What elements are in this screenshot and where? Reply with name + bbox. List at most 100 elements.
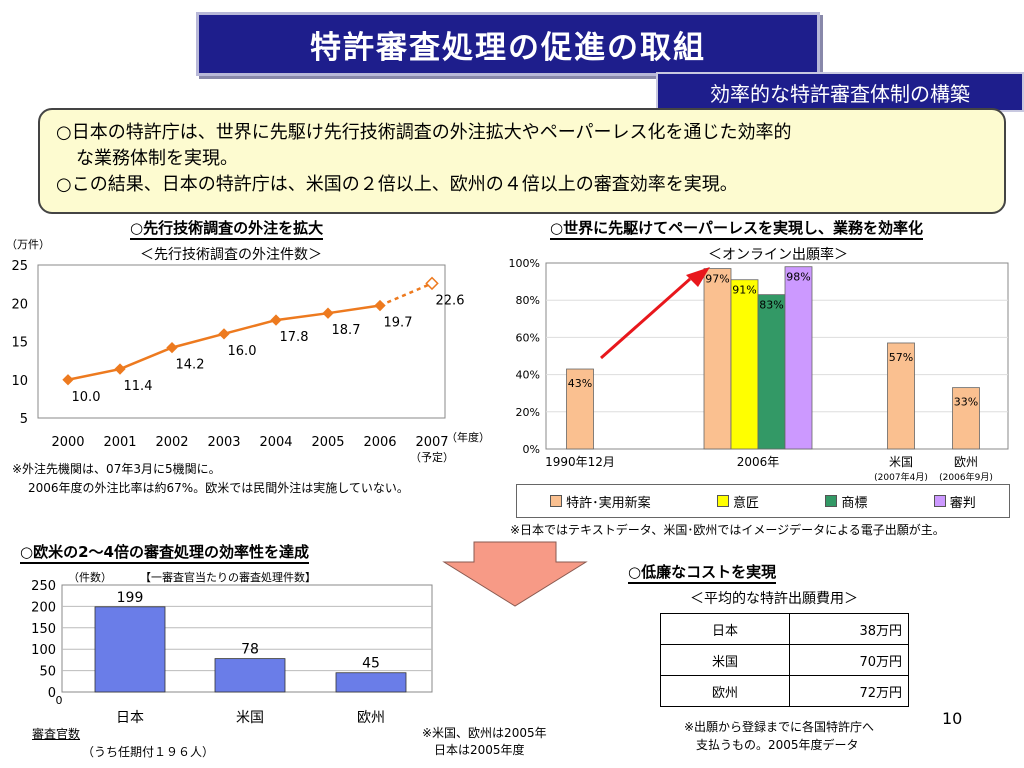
- legend-item: 審判: [933, 492, 976, 511]
- y-tick-label: 15: [11, 336, 28, 351]
- bar: [952, 387, 980, 450]
- title-banner: 特許審査処理の促進の取組: [196, 12, 820, 76]
- data-point: [270, 314, 282, 326]
- table-row: 欧州 72万円: [660, 675, 909, 707]
- data-label: 17.8: [280, 330, 309, 345]
- subtitle-banner: 効率的な特許審査体制の構築: [656, 72, 1024, 112]
- bar-value-label: 98%: [786, 271, 810, 284]
- x-category-sublabel: (2007年4月): [874, 471, 928, 483]
- bar-value-label: 91%: [732, 284, 756, 297]
- x-category-label: 米国: [889, 455, 913, 469]
- y-tick-label: 60%: [516, 331, 540, 344]
- summary-box: ○日本の特許庁は、世界に先駆け先行技術調査の外注拡大やペーパーレス化を通じた効率…: [38, 108, 1006, 214]
- data-label: 22.6: [436, 293, 465, 308]
- outsourcing-line-chart: 5 10 15 20 25 2000 2001 2002 2003 2004 2005 2006 200…: [11, 259, 490, 464]
- trend-arrow-head: [686, 267, 710, 287]
- bar: [757, 294, 786, 450]
- zero-label: 0: [56, 694, 63, 707]
- examiners-label: 審査官数: [32, 727, 81, 741]
- y-tick-label: 200: [31, 600, 56, 615]
- data-label: 18.7: [332, 323, 361, 338]
- cost-table-wrapper: 日本 38万円 米国 70万円 欧州 72万円: [660, 613, 909, 707]
- summary-line-1: ○日本の特許庁は、世界に先駆け先行技術調査の外注拡大やペーパーレス化を通じた効率…: [56, 122, 792, 143]
- bar-value-label: 45: [362, 656, 380, 672]
- bar: [566, 368, 594, 450]
- table-cell-country: 欧州: [660, 675, 790, 707]
- trend-arrow-line: [600, 277, 691, 360]
- y-tick-label: 50: [39, 665, 56, 680]
- bar-value-label: 97%: [705, 273, 729, 286]
- y-tick-label: 5: [20, 412, 28, 427]
- table-row: 日本 38万円: [660, 613, 909, 645]
- x-category-label: 1990年12月: [545, 455, 615, 469]
- x-category-label: 欧州: [954, 455, 978, 469]
- page-title: 特許審査処理の促進の取組: [310, 29, 706, 66]
- efficiency-note-1: ※米国、欧州は2005年: [422, 726, 547, 740]
- examiners-sub: （うち任期付１９６人）: [82, 745, 215, 759]
- page-subtitle: 効率的な特許審査体制の構築: [710, 81, 970, 106]
- y-tick-label: 100: [31, 643, 56, 658]
- x-tick-label: 2006: [363, 435, 396, 450]
- y-tick-label: 40%: [516, 369, 540, 382]
- paperless-heading: ○世界に先駆けてペーパーレスを実現し、業務を効率化: [550, 217, 923, 240]
- paperless-chart-title: ＜オンライン出願率＞: [708, 247, 848, 263]
- bar-value-label: 43%: [568, 377, 592, 390]
- forecast-label: （予定）: [410, 450, 454, 464]
- outsourcing-note-1: ※外注先機関は、07年3月に5機関に。: [12, 462, 221, 476]
- bar: [730, 279, 759, 450]
- forecast-line: [379, 282, 433, 307]
- x-category-label: 米国: [236, 710, 264, 725]
- cost-table-title: ＜平均的な特許出願費用＞: [690, 591, 858, 607]
- cost-note-1: ※出願から登録までに各国特許庁へ: [684, 720, 875, 734]
- outsourcing-heading: ○先行技術調査の外注を拡大: [130, 217, 324, 240]
- bar-value-label: 83%: [759, 299, 783, 312]
- table-cell-cost: 70万円: [789, 644, 909, 676]
- data-label: 10.0: [72, 390, 101, 405]
- table-cell-country: 米国: [660, 644, 790, 676]
- x-tick-label: 2004: [259, 435, 292, 450]
- data-label: 19.7: [384, 316, 413, 331]
- paperless-note: ※日本ではテキストデータ、米国･欧州ではイメージデータによる電子出願が主。: [510, 523, 945, 537]
- x-tick-label: 2005: [311, 435, 344, 450]
- x-axis-unit: （年度）: [446, 430, 490, 444]
- bar-value-label: 78: [241, 642, 259, 658]
- x-tick-label: 2003: [207, 435, 240, 450]
- bar: [214, 658, 286, 693]
- table-row: 米国 70万円: [660, 644, 909, 676]
- data-point: [374, 299, 386, 312]
- y-tick-label: 80%: [516, 294, 540, 307]
- data-label: 14.2: [176, 358, 205, 373]
- summary-line-3: ○この結果、日本の特許庁は、米国の２倍以上、欧州の４倍以上の審査効率を実現。: [56, 174, 738, 195]
- online-filing-legend: 特許･実用新案 意匠 商標 審判: [516, 484, 1010, 518]
- efficiency-note-2: 日本は2005年度: [434, 743, 525, 757]
- cost-table: 日本 38万円 米国 70万円 欧州 72万円: [660, 613, 909, 707]
- y-tick-label: 100%: [509, 257, 540, 270]
- bar: [784, 266, 813, 450]
- y-tick-label: 0%: [523, 443, 540, 456]
- x-category-label: 2006年: [737, 455, 780, 469]
- x-category-label: 欧州: [357, 710, 385, 725]
- efficiency-heading: ○欧米の2～4倍の審査処理の効率性を達成: [20, 541, 309, 564]
- y-tick-label: 25: [11, 259, 28, 274]
- online-filing-bar-chart: 0% 20% 40% 60% 80% 100% 43% 1990年12月 97%91%83% 98…: [509, 257, 1009, 483]
- x-category-label: 日本: [116, 710, 144, 725]
- data-label: 16.0: [228, 344, 257, 359]
- bar: [335, 672, 407, 693]
- x-tick-label: 2002: [155, 435, 188, 450]
- bar-value-label: 33%: [954, 396, 978, 409]
- efficiency-unit: （件数）: [68, 571, 112, 584]
- y-tick-label: 0: [48, 686, 56, 701]
- outsourcing-unit: （万件）: [6, 238, 50, 251]
- table-cell-cost: 72万円: [789, 675, 909, 707]
- efficiency-chart-title: 【一審査官当たりの審査処理件数】: [140, 571, 316, 584]
- x-category-sublabel: (2006年9月): [939, 471, 993, 483]
- legend-item: 特許･実用新案: [550, 492, 651, 511]
- bar: [703, 268, 732, 450]
- page-number: 10: [942, 709, 963, 728]
- plot-area: [37, 264, 446, 419]
- bar: [887, 342, 915, 450]
- cost-note-2: 支払うもの。2005年度データ: [696, 738, 859, 752]
- outsourcing-chart-title: ＜先行技術調査の外注件数＞: [140, 247, 322, 263]
- cost-heading: ○低廉なコストを実現: [628, 561, 777, 584]
- bar: [94, 606, 166, 693]
